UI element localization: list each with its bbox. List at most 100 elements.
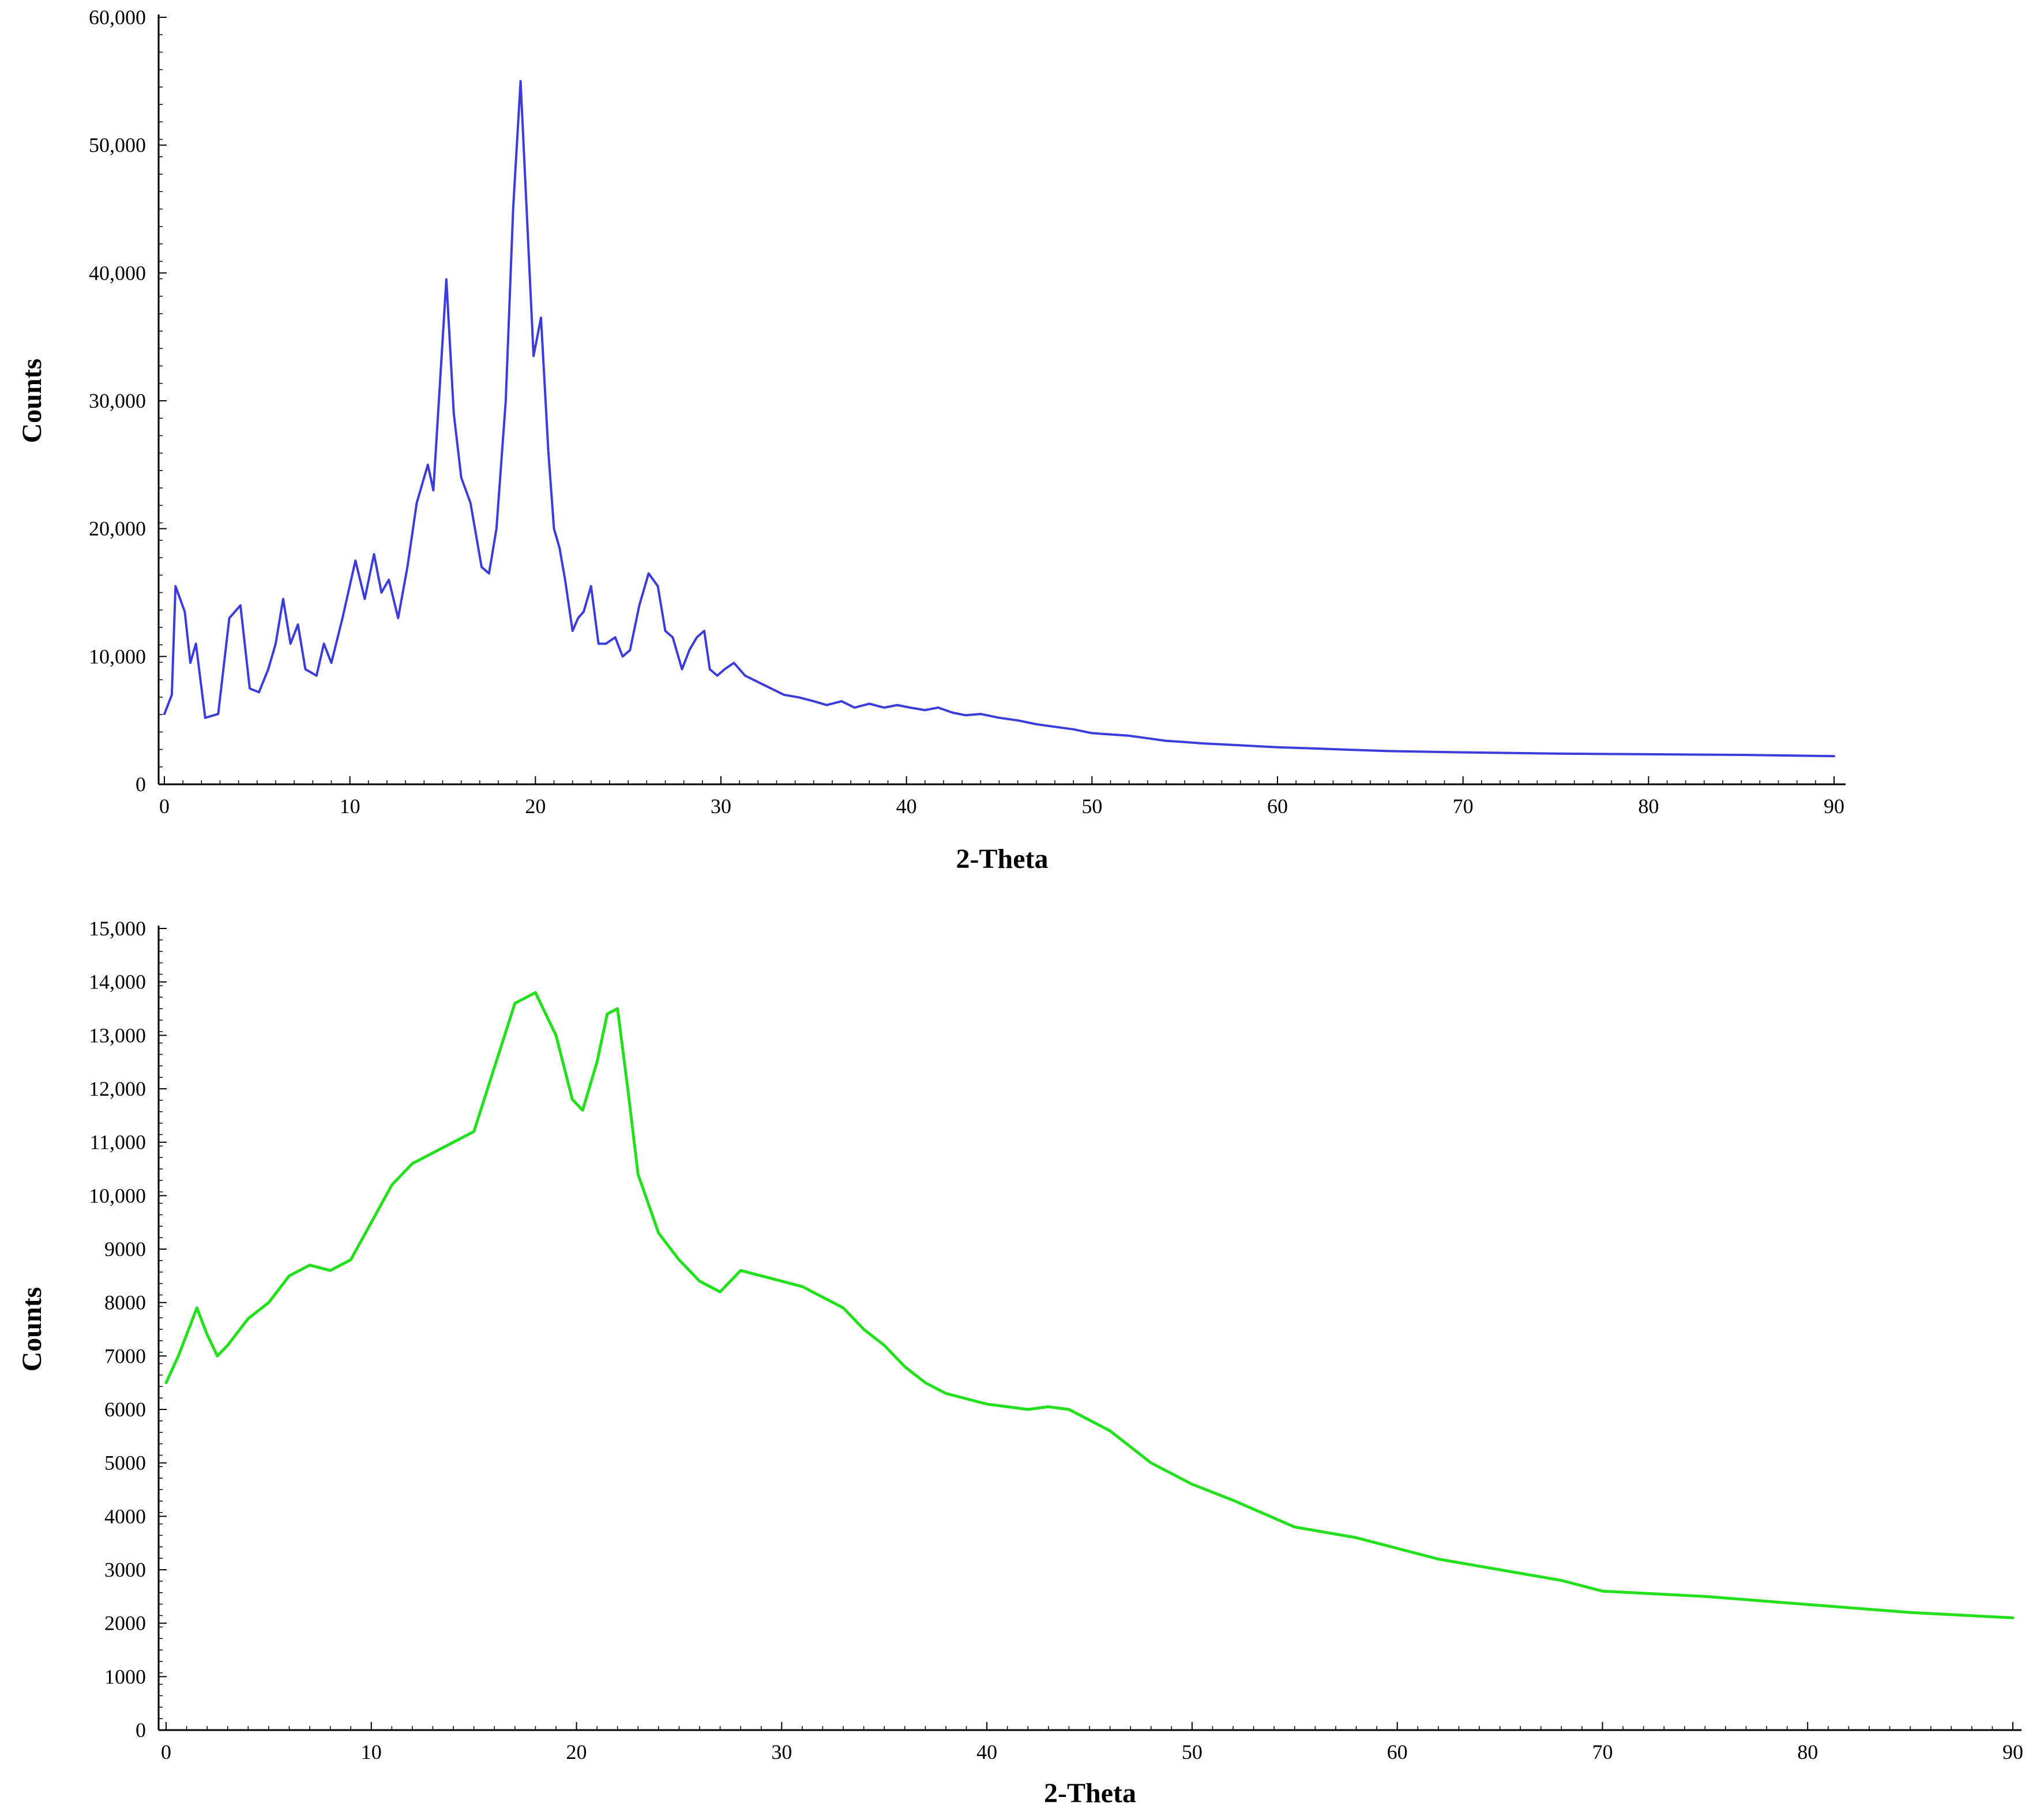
y-tick-label: 60,000	[89, 6, 146, 29]
data-point	[925, 1382, 926, 1383]
y-tick-label: 12,000	[89, 1077, 146, 1100]
data-point	[1166, 740, 1167, 742]
y-tick-label: 5000	[104, 1452, 146, 1475]
y-tick-label: 14,000	[89, 971, 146, 994]
data-point	[572, 1099, 573, 1100]
x-tick-label: 30	[771, 1740, 792, 1764]
data-point	[999, 717, 1000, 719]
data-point	[622, 656, 623, 657]
y-tick-label: 11,000	[89, 1131, 146, 1154]
y-tick-label: 0	[136, 773, 146, 796]
data-point	[1073, 729, 1074, 730]
data-point	[166, 1382, 167, 1383]
y-tick-label: 9000	[104, 1238, 146, 1261]
data-point	[206, 1334, 208, 1335]
y-tick-label: 0	[136, 1719, 146, 1742]
x-tick-label: 70	[1592, 1740, 1613, 1764]
xrd-chart-bottom: 0 1000 2000 3000 4000 5000 6000 7000 8000 9000 10,…	[17, 917, 2023, 1809]
data-point	[559, 547, 560, 548]
data-point	[381, 592, 382, 593]
data-point	[1130, 1446, 1131, 1447]
y-tick-label: 4000	[104, 1505, 146, 1528]
y-tick-label: 13,000	[89, 1024, 146, 1047]
x-tick-label: 40	[896, 795, 917, 818]
data-point	[724, 669, 725, 670]
y-tick-label: 3000	[104, 1558, 146, 1581]
series-line	[163, 80, 1835, 758]
x-tick-label: 60	[1267, 795, 1288, 818]
y-tick-label: 10,000	[89, 1184, 146, 1207]
y-tick-label: 50,000	[89, 134, 146, 157]
data-point	[316, 675, 317, 676]
data-point	[1833, 755, 1835, 757]
x-tick-label: 30	[711, 795, 731, 818]
y-axis-title: Counts	[17, 359, 47, 443]
data-point	[1147, 738, 1148, 739]
y-tick-label: 8000	[104, 1291, 146, 1314]
data-point	[1356, 1537, 1357, 1538]
data-point	[709, 669, 711, 670]
data-point	[555, 1035, 557, 1036]
data-point	[1910, 1612, 1911, 1613]
data-point	[171, 694, 172, 695]
data-point	[535, 992, 536, 993]
data-point	[648, 573, 649, 574]
data-point	[433, 490, 434, 491]
data-point	[217, 713, 219, 715]
data-point	[980, 713, 981, 715]
data-point	[1314, 748, 1315, 749]
x-tick-label: 10	[340, 795, 360, 818]
data-point	[1555, 753, 1556, 754]
x-tick-label: 70	[1453, 795, 1474, 818]
data-point	[822, 1296, 823, 1298]
y-tick-label: 1000	[104, 1665, 146, 1688]
data-point	[240, 605, 241, 606]
data-point	[268, 669, 269, 670]
xrd-chart-top: 0 10,000 20,000 30,000 40,000 50,000 60,000 0 10…	[17, 6, 1846, 874]
x-axis-title: 2-Theta	[1044, 1778, 1136, 1809]
x-tick-label: 50	[1182, 1740, 1203, 1764]
y-tick-label: 15,000	[89, 917, 146, 940]
x-tick-label: 60	[1387, 1740, 1408, 1764]
x-tick-label: 40	[976, 1740, 997, 1764]
y-tick-label: 2000	[104, 1612, 146, 1635]
data-point	[1561, 1580, 1562, 1581]
x-tick-label: 90	[1824, 795, 1844, 818]
x-tick-label: 0	[159, 795, 170, 818]
x-axis-title: 2-Theta	[956, 844, 1049, 874]
x-tick-label: 80	[1797, 1740, 1818, 1764]
data-point	[1602, 1591, 1603, 1592]
data-point	[496, 528, 497, 529]
x-tick-label: 80	[1638, 795, 1659, 818]
data-point	[1240, 745, 1241, 746]
series-line	[164, 991, 2015, 1619]
data-point	[164, 713, 165, 715]
x-tick-label: 20	[566, 1740, 587, 1764]
y-tick-label: 20,000	[89, 517, 146, 540]
data-point	[540, 317, 542, 318]
x-tick-label: 90	[2002, 1740, 2023, 1764]
data-point	[442, 1147, 444, 1148]
y-tick-label: 40,000	[89, 261, 146, 284]
x-tick-label: 20	[525, 795, 546, 818]
data-point	[965, 715, 967, 716]
x-tick-label: 50	[1081, 795, 1102, 818]
data-point	[427, 464, 429, 465]
data-point	[843, 1307, 844, 1309]
y-axis-title: Counts	[17, 1287, 47, 1372]
data-point	[258, 691, 260, 693]
y-tick-label: 6000	[104, 1398, 146, 1421]
data-point	[453, 413, 454, 414]
x-tick-label: 0	[161, 1740, 171, 1764]
data-point	[1233, 1500, 1234, 1501]
y-tick-label: 30,000	[89, 389, 146, 412]
data-point	[247, 1318, 249, 1319]
data-point	[966, 1398, 967, 1399]
data-point	[1203, 743, 1204, 744]
data-point	[904, 1366, 905, 1367]
data-point	[1017, 720, 1019, 721]
data-point	[1110, 734, 1111, 735]
x-tick-label: 10	[361, 1740, 382, 1764]
data-point	[658, 1232, 659, 1234]
